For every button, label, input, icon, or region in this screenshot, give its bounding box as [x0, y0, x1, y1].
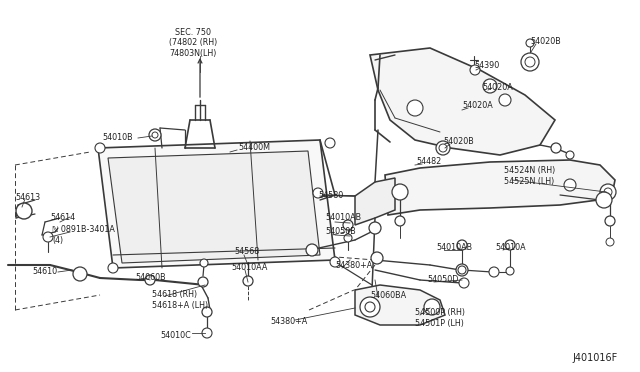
Circle shape	[344, 234, 352, 242]
Text: 54060B: 54060B	[135, 273, 166, 282]
Text: 54010AA: 54010AA	[231, 263, 268, 272]
Text: 54380+A: 54380+A	[335, 260, 372, 269]
Text: 54610: 54610	[32, 267, 57, 276]
Text: 54580: 54580	[318, 190, 343, 199]
Circle shape	[330, 257, 340, 267]
Text: 54380+A: 54380+A	[270, 317, 308, 327]
Circle shape	[392, 184, 408, 200]
Ellipse shape	[510, 177, 550, 189]
Circle shape	[526, 39, 534, 47]
Circle shape	[149, 129, 161, 141]
Circle shape	[325, 138, 335, 148]
Circle shape	[521, 53, 539, 71]
Circle shape	[95, 143, 105, 153]
Circle shape	[313, 188, 323, 198]
Polygon shape	[98, 140, 335, 268]
Circle shape	[145, 275, 155, 285]
Circle shape	[407, 100, 423, 116]
Circle shape	[306, 244, 318, 256]
Text: 54614: 54614	[50, 212, 75, 221]
Circle shape	[243, 276, 253, 286]
Circle shape	[459, 278, 469, 288]
Text: 54020B: 54020B	[530, 38, 561, 46]
Text: 54010AB: 54010AB	[436, 244, 472, 253]
Circle shape	[152, 132, 158, 138]
Circle shape	[200, 259, 208, 267]
Circle shape	[202, 307, 212, 317]
Circle shape	[202, 328, 212, 338]
Circle shape	[457, 240, 467, 250]
Text: 54618 (RH)
54618+A (LH): 54618 (RH) 54618+A (LH)	[152, 290, 208, 310]
Text: 54050D: 54050D	[427, 276, 458, 285]
Circle shape	[198, 277, 208, 287]
Circle shape	[506, 267, 514, 275]
Circle shape	[600, 184, 616, 200]
Circle shape	[436, 141, 450, 155]
Circle shape	[605, 216, 615, 226]
Circle shape	[16, 203, 32, 219]
Circle shape	[365, 302, 375, 312]
Circle shape	[499, 94, 511, 106]
Text: J401016F: J401016F	[573, 353, 618, 363]
Text: 54400M: 54400M	[238, 144, 270, 153]
Circle shape	[458, 266, 466, 274]
Text: 54020B: 54020B	[443, 138, 474, 147]
Polygon shape	[355, 285, 445, 325]
Circle shape	[343, 220, 353, 230]
Text: 54010B: 54010B	[102, 134, 133, 142]
Circle shape	[371, 252, 383, 264]
Circle shape	[108, 263, 118, 273]
Text: 54010C: 54010C	[161, 331, 191, 340]
Circle shape	[439, 144, 447, 152]
Circle shape	[489, 267, 499, 277]
Circle shape	[395, 216, 405, 226]
Text: 54020A: 54020A	[462, 102, 493, 110]
Text: SEC. 750
(74802 (RH)
74803N(LH): SEC. 750 (74802 (RH) 74803N(LH)	[169, 28, 217, 58]
Circle shape	[596, 192, 612, 208]
Circle shape	[369, 222, 381, 234]
Circle shape	[604, 188, 612, 196]
Text: 54050B: 54050B	[325, 228, 356, 237]
Circle shape	[424, 299, 440, 315]
Text: 54020A: 54020A	[482, 83, 513, 93]
Text: 54500P (RH)
54501P (LH): 54500P (RH) 54501P (LH)	[415, 308, 465, 328]
Circle shape	[505, 240, 515, 250]
Circle shape	[606, 238, 614, 246]
Text: 54010A: 54010A	[495, 244, 525, 253]
Text: 54482: 54482	[416, 157, 441, 167]
Text: 54390: 54390	[474, 61, 499, 70]
Circle shape	[564, 179, 576, 191]
Polygon shape	[385, 160, 615, 215]
Text: 54524N (RH)
54525N (LH): 54524N (RH) 54525N (LH)	[504, 166, 556, 186]
Circle shape	[483, 79, 497, 93]
Circle shape	[73, 267, 87, 281]
Circle shape	[43, 232, 53, 242]
Text: 54060BA: 54060BA	[370, 291, 406, 299]
Text: 54010AB: 54010AB	[325, 214, 361, 222]
Circle shape	[360, 297, 380, 317]
Circle shape	[456, 264, 468, 276]
Circle shape	[525, 57, 535, 67]
Text: 54613: 54613	[15, 193, 40, 202]
Circle shape	[566, 151, 574, 159]
Circle shape	[551, 143, 561, 153]
Polygon shape	[108, 151, 320, 263]
Circle shape	[470, 65, 480, 75]
Text: ℕ 0891B-3401A
(4): ℕ 0891B-3401A (4)	[52, 225, 115, 245]
Text: 54568: 54568	[234, 247, 259, 257]
Polygon shape	[355, 178, 395, 225]
Polygon shape	[370, 48, 555, 155]
